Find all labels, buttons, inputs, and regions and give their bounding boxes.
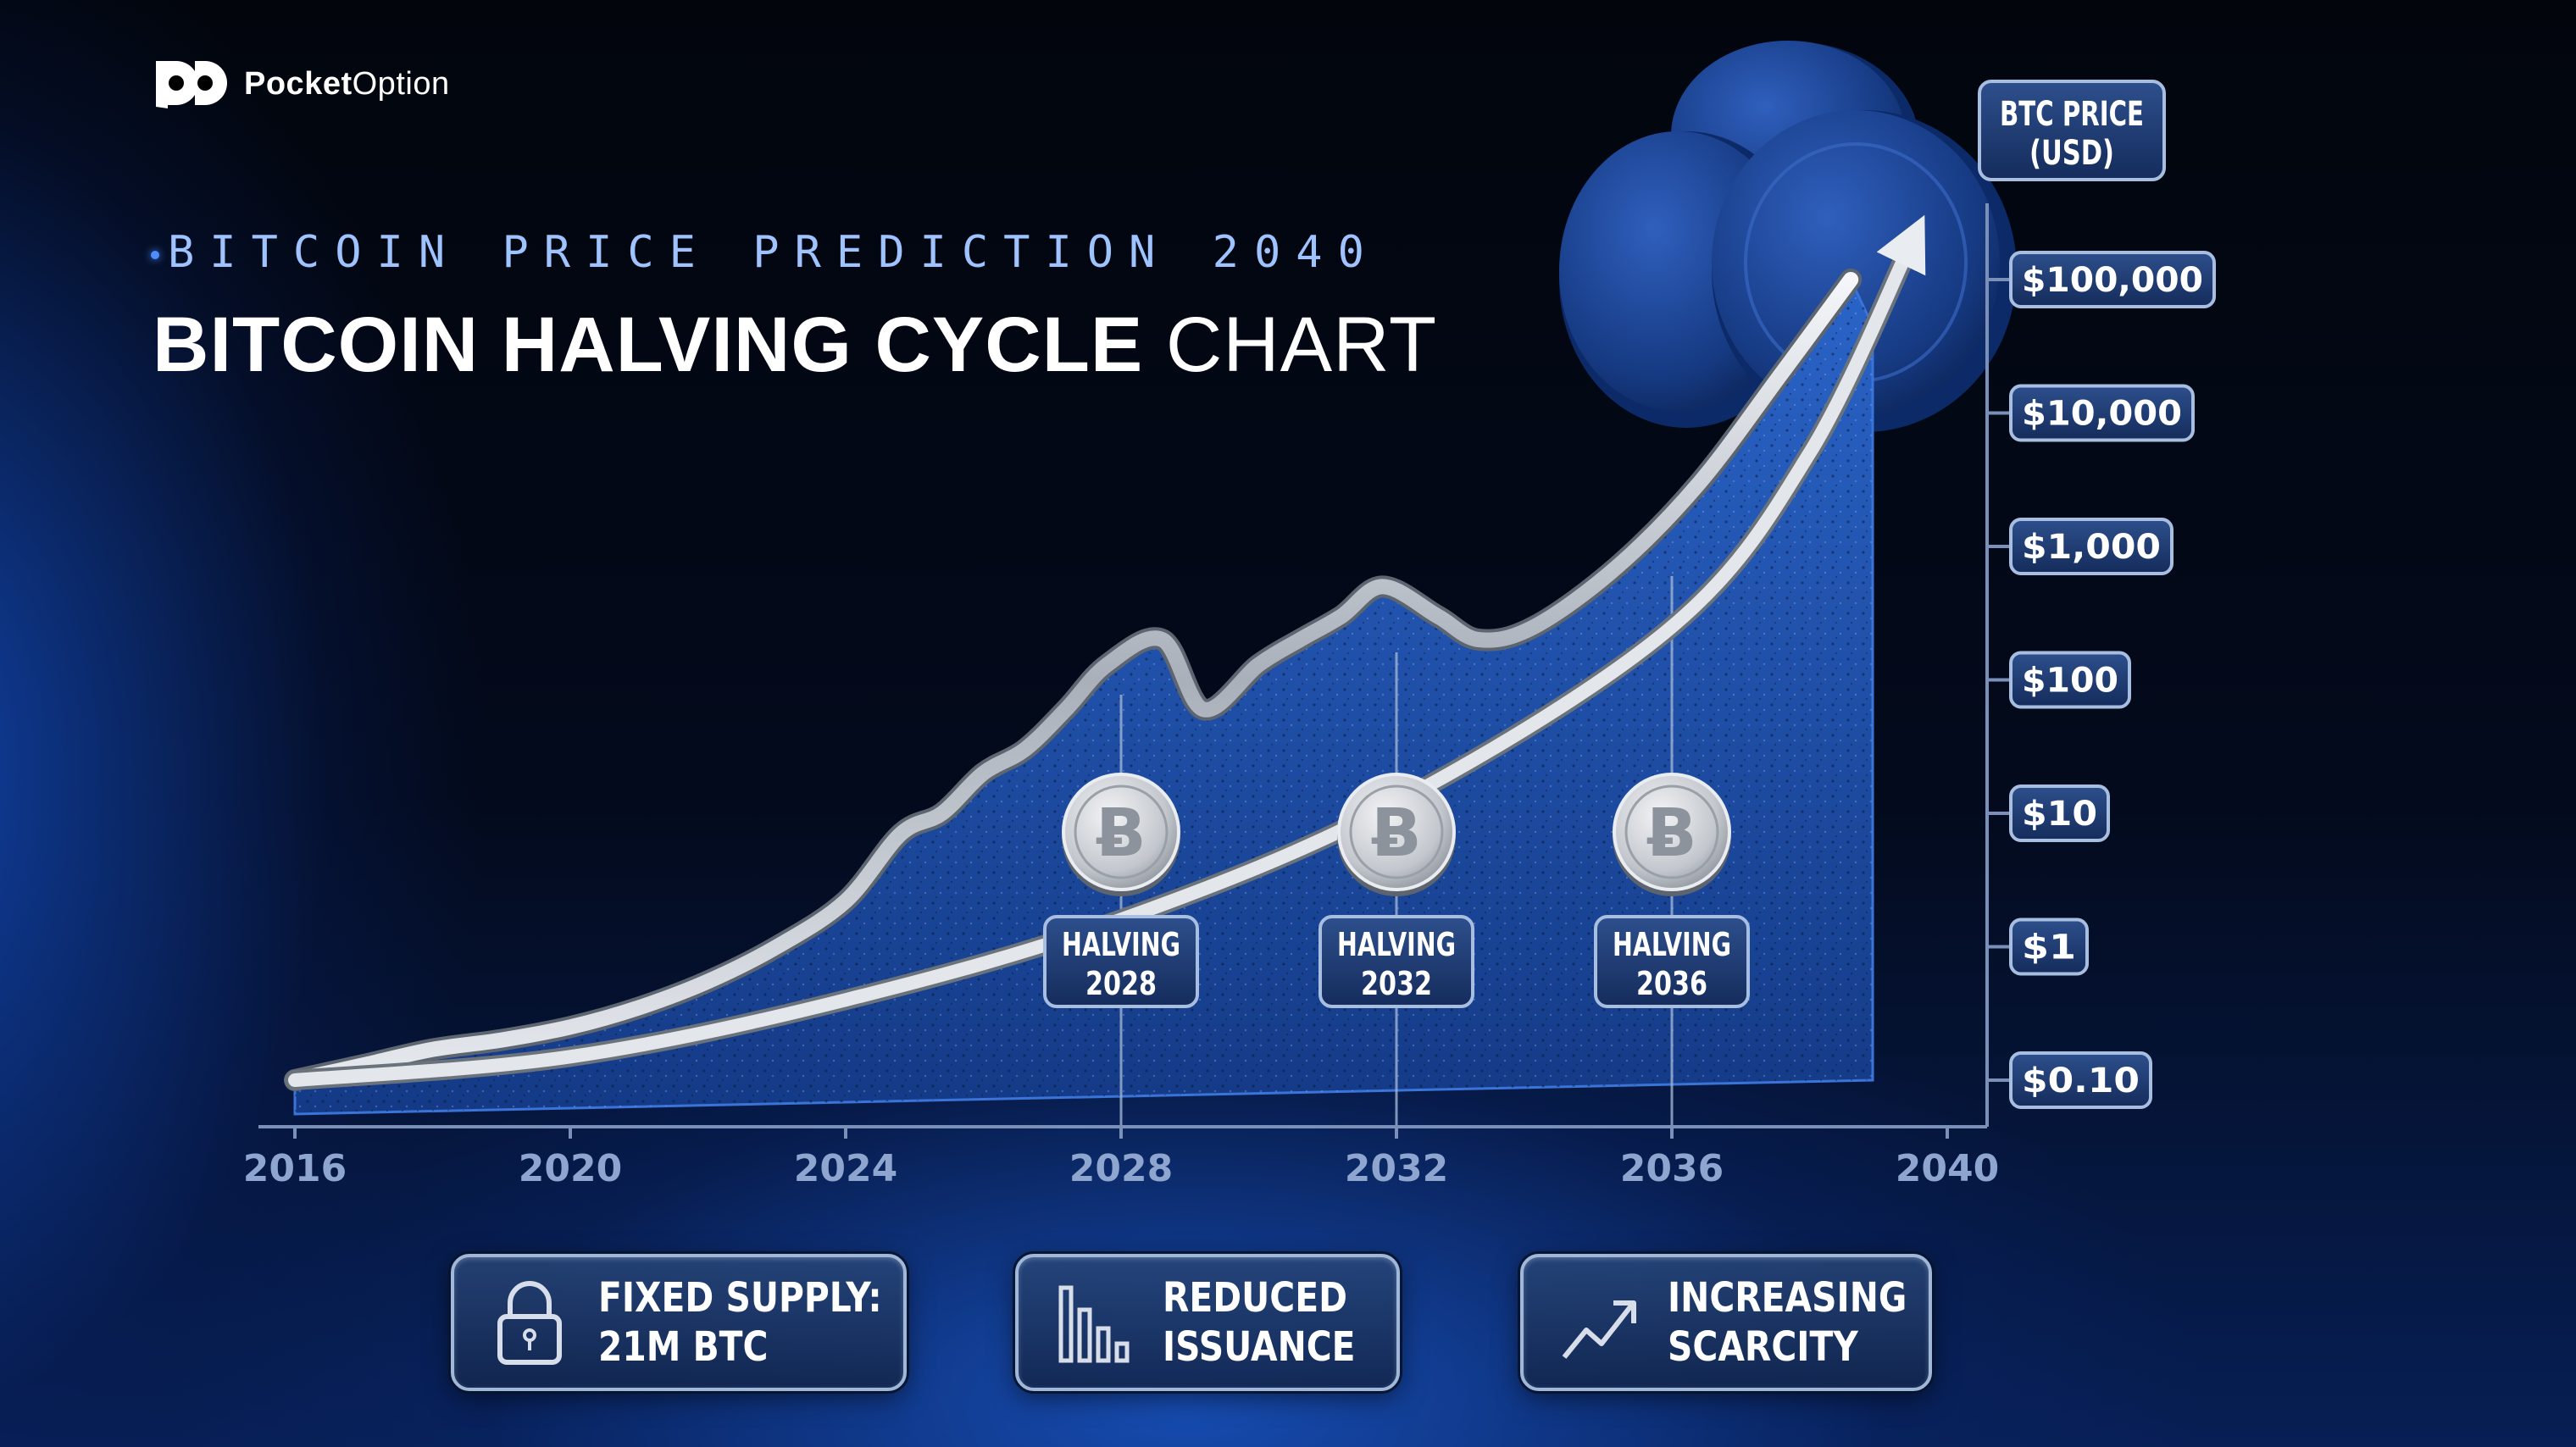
x-tick-label: 2028 — [1069, 1147, 1173, 1190]
x-tick-label: 2020 — [519, 1147, 622, 1190]
y-tick-label-box — [2009, 1051, 2152, 1109]
y-tick-label-box — [2009, 918, 2089, 976]
y-tick-label-box — [2009, 518, 2174, 575]
page-title: BITCOIN HALVING CYCLE CHART — [153, 301, 1437, 390]
brand-logo-group: PocketOption — [153, 58, 450, 110]
title-light-part: CHART — [1143, 302, 1438, 388]
feature-reduced-issuance: REDUCED ISSUANCE — [1015, 1254, 1400, 1391]
feature-fixed-supply-text: FIXED SUPPLY: 21M BTC — [598, 1273, 882, 1372]
coin-stack-decoration — [1559, 41, 2017, 432]
halving-coin-rim — [1074, 784, 1169, 879]
subtitle-bullet-icon — [151, 251, 159, 259]
y-tick-label-box — [2009, 784, 2110, 842]
brand-name-light: Option — [352, 65, 450, 102]
brand-name-bold: Pocket — [244, 65, 353, 102]
pocket-option-logo-icon — [156, 61, 227, 108]
feature-increasing-scarcity: INCREASING SCARCITY — [1520, 1254, 1932, 1391]
subtitle-text: BITCOIN PRICE PREDICTION 2040 — [168, 227, 1380, 278]
feature-fixed-supply-line-2: 21M BTC — [598, 1323, 769, 1371]
y-tick-label-box — [2009, 251, 2216, 308]
halving-label: HALVING — [1062, 926, 1180, 963]
bitcoin-symbol-icon: Ƀ — [1371, 796, 1421, 872]
halving-label-box — [1594, 915, 1750, 1008]
halving-label: HALVING — [1337, 926, 1456, 963]
brand-name: PocketOption — [244, 66, 450, 103]
halving-year-label: 2036 — [1636, 965, 1707, 1002]
y-tick-label: $1 — [2022, 929, 2076, 967]
price-path-line — [287, 272, 1859, 1088]
halving-year-label: 2028 — [1085, 965, 1157, 1002]
y-tick-label: $100 — [2022, 662, 2118, 701]
feature-increasing-scarcity-text: INCREASING SCARCITY — [1668, 1273, 1907, 1372]
trend-arrow — [288, 214, 1926, 1087]
feature-increasing-scarcity-line-2: SCARCITY — [1668, 1323, 1858, 1371]
lock-icon — [497, 1281, 562, 1365]
x-tick-label: 2016 — [243, 1147, 347, 1190]
halving-label-box — [1319, 915, 1474, 1008]
x-tick-label: 2040 — [1896, 1147, 1999, 1190]
feature-reduced-issuance-line-1: REDUCED — [1163, 1274, 1347, 1322]
x-tick-label: 2036 — [1620, 1147, 1724, 1190]
y-axis-title-line-2: (USD) — [2029, 134, 2114, 173]
title-bold-part: BITCOIN HALVING CYCLE — [153, 302, 1144, 388]
x-tick-label: 2032 — [1345, 1147, 1448, 1190]
y-tick-label-box — [2009, 384, 2195, 442]
feature-fixed-supply: FIXED SUPPLY: 21M BTC — [451, 1254, 907, 1391]
bitcoin-symbol-icon: Ƀ — [1646, 796, 1696, 872]
y-tick-label: $0.10 — [2022, 1062, 2140, 1100]
bitcoin-coin-icon — [1613, 773, 1731, 891]
x-axis-ticks: 2016 2020 2024 2028 2032 2036 2040 — [243, 1127, 1999, 1190]
halving-coin-rim — [1624, 784, 1719, 879]
y-tick-label-box — [2009, 651, 2131, 709]
halving-year-label: 2032 — [1361, 965, 1432, 1002]
bitcoin-symbol-icon: Ƀ — [1096, 796, 1146, 872]
y-tick-label: $100,000 — [2022, 261, 2203, 300]
trending-up-icon — [1562, 1300, 1636, 1359]
bitcoin-coin-icon — [1337, 773, 1456, 891]
page-subtitle: BITCOIN PRICE PREDICTION 2040 — [151, 227, 1380, 278]
y-tick-label: $10,000 — [2022, 395, 2182, 434]
y-axis-title-line-1: BTC PRICE — [2000, 95, 2144, 134]
feature-increasing-scarcity-line-1: INCREASING — [1668, 1274, 1907, 1322]
feature-reduced-issuance-line-2: ISSUANCE — [1163, 1323, 1356, 1371]
bitcoin-coin-icon — [1062, 773, 1180, 891]
bar-chart-decline-icon — [1058, 1285, 1130, 1363]
y-axis-ticks: $0.10 $1 $10 $100 $1,000 $10,000 $100,000 — [1987, 251, 2216, 1109]
feature-fixed-supply-line-1: FIXED SUPPLY: — [598, 1274, 882, 1322]
y-axis-title: BTC PRICE (USD) — [1978, 80, 2166, 181]
halving-label-box — [1043, 915, 1199, 1008]
y-tick-label: $1,000 — [2022, 528, 2161, 567]
feature-reduced-issuance-text: REDUCED ISSUANCE — [1163, 1273, 1356, 1372]
halving-coin-rim — [1349, 784, 1444, 879]
x-tick-label: 2024 — [794, 1147, 897, 1190]
halving-label: HALVING — [1613, 926, 1731, 963]
y-tick-label: $10 — [2022, 795, 2097, 834]
